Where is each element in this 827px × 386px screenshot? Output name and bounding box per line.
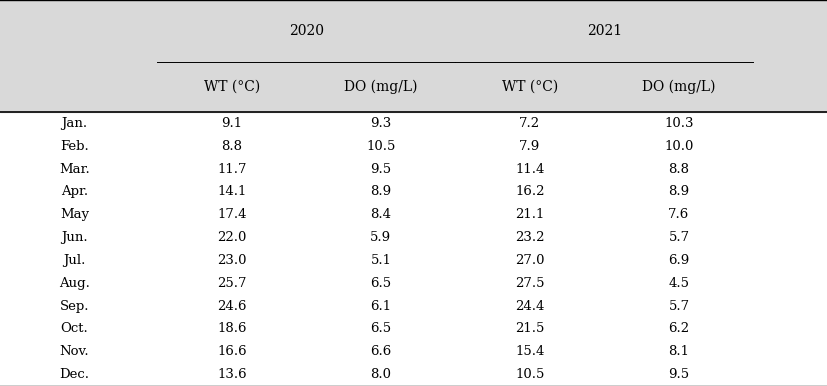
Text: Oct.: Oct.: [60, 322, 88, 335]
Text: 8.0: 8.0: [370, 368, 391, 381]
Text: 15.4: 15.4: [514, 345, 544, 358]
Text: 7.6: 7.6: [667, 208, 689, 221]
Text: 8.8: 8.8: [667, 163, 689, 176]
Text: 16.6: 16.6: [217, 345, 246, 358]
Text: WT (°C): WT (°C): [501, 80, 557, 94]
Text: 8.9: 8.9: [370, 185, 391, 198]
Text: Aug.: Aug.: [59, 277, 90, 290]
Text: Feb.: Feb.: [60, 140, 88, 153]
Text: 23.0: 23.0: [217, 254, 246, 267]
Text: 5.7: 5.7: [667, 300, 689, 313]
Text: 17.4: 17.4: [217, 208, 246, 221]
Text: 27.5: 27.5: [514, 277, 544, 290]
Text: Apr.: Apr.: [61, 185, 88, 198]
Text: 5.1: 5.1: [370, 254, 391, 267]
Text: Jan.: Jan.: [61, 117, 88, 130]
Text: Dec.: Dec.: [60, 368, 89, 381]
Text: 6.2: 6.2: [667, 322, 689, 335]
Text: 23.2: 23.2: [514, 231, 544, 244]
Text: 8.4: 8.4: [370, 208, 391, 221]
Text: 8.8: 8.8: [221, 140, 242, 153]
Text: 6.6: 6.6: [370, 345, 391, 358]
Text: 5.7: 5.7: [667, 231, 689, 244]
Text: 9.3: 9.3: [370, 117, 391, 130]
Text: 9.5: 9.5: [667, 368, 689, 381]
Text: 27.0: 27.0: [514, 254, 544, 267]
Text: 2020: 2020: [289, 24, 323, 38]
Text: Jul.: Jul.: [63, 254, 86, 267]
Text: 9.5: 9.5: [370, 163, 391, 176]
Text: 5.9: 5.9: [370, 231, 391, 244]
Text: WT (°C): WT (°C): [203, 80, 260, 94]
Text: 18.6: 18.6: [217, 322, 246, 335]
Text: 9.1: 9.1: [221, 117, 242, 130]
Text: 10.5: 10.5: [366, 140, 395, 153]
Text: 10.5: 10.5: [514, 368, 544, 381]
Text: 2021: 2021: [586, 24, 621, 38]
Text: 7.2: 7.2: [519, 117, 540, 130]
Text: 22.0: 22.0: [217, 231, 246, 244]
Text: 6.5: 6.5: [370, 322, 391, 335]
Text: Mar.: Mar.: [59, 163, 90, 176]
Bar: [0, 0, 827, 62]
Text: Sep.: Sep.: [60, 300, 89, 313]
Text: DO (mg/L): DO (mg/L): [642, 80, 715, 94]
Text: 11.4: 11.4: [514, 163, 544, 176]
Text: 24.4: 24.4: [514, 300, 544, 313]
Text: 8.1: 8.1: [667, 345, 689, 358]
Text: 14.1: 14.1: [217, 185, 246, 198]
Text: Jun.: Jun.: [61, 231, 88, 244]
Text: 8.9: 8.9: [667, 185, 689, 198]
Text: 6.5: 6.5: [370, 277, 391, 290]
Text: 6.9: 6.9: [667, 254, 689, 267]
Text: Nov.: Nov.: [60, 345, 89, 358]
Text: 25.7: 25.7: [217, 277, 246, 290]
Text: 10.3: 10.3: [663, 117, 693, 130]
Text: 21.1: 21.1: [514, 208, 544, 221]
Text: DO (mg/L): DO (mg/L): [344, 80, 417, 94]
Text: 11.7: 11.7: [217, 163, 246, 176]
Text: May: May: [60, 208, 89, 221]
Text: 24.6: 24.6: [217, 300, 246, 313]
Text: 10.0: 10.0: [663, 140, 693, 153]
Text: 16.2: 16.2: [514, 185, 544, 198]
Text: 21.5: 21.5: [514, 322, 544, 335]
Text: 13.6: 13.6: [217, 368, 246, 381]
Text: 6.1: 6.1: [370, 300, 391, 313]
Text: 4.5: 4.5: [667, 277, 689, 290]
Bar: [0, 62, 827, 112]
Text: 7.9: 7.9: [519, 140, 540, 153]
